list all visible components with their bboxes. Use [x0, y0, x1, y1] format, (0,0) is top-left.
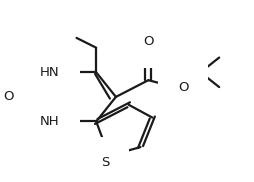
- Text: NH: NH: [40, 115, 60, 128]
- Text: O: O: [3, 90, 14, 103]
- Text: HN: HN: [40, 66, 60, 79]
- Text: S: S: [101, 156, 109, 169]
- Text: O: O: [143, 35, 154, 48]
- Text: O: O: [178, 81, 188, 94]
